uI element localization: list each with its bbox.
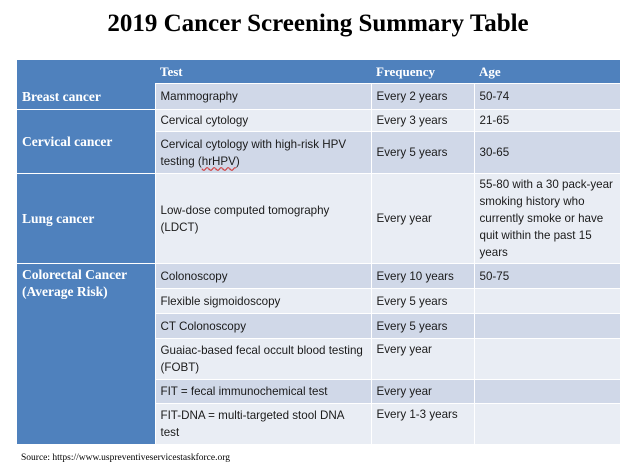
age-cell bbox=[473, 313, 621, 339]
source-note: Source: https://www.uspreventiveservices… bbox=[21, 453, 230, 463]
test-text: Cervical cytology with high-risk HPV tes… bbox=[160, 137, 347, 168]
test-cell: Guaiac-based fecal occult blood testing … bbox=[154, 338, 372, 380]
table-header-row: Test Frequency Age bbox=[17, 60, 620, 84]
age-cell: 30-65 bbox=[473, 131, 621, 174]
category-cervical-cancer: Cervical cancer bbox=[17, 109, 155, 174]
frequency-cell: Every 3 years bbox=[370, 109, 475, 132]
age-cell: 21-65 bbox=[473, 109, 621, 132]
age-cell bbox=[473, 403, 621, 445]
age-cell: 50-74 bbox=[473, 83, 621, 110]
table-row: Breast cancer Mammography Every 2 years … bbox=[17, 83, 621, 110]
frequency-cell: Every 5 years bbox=[370, 131, 475, 174]
age-cell bbox=[473, 338, 621, 380]
age-cell bbox=[473, 379, 621, 404]
table-row: FIT-DNA = multi-targeted stool DNA test … bbox=[17, 403, 621, 445]
age-cell: 50-75 bbox=[473, 263, 621, 289]
frequency-cell: Every 1-3 years bbox=[370, 403, 475, 445]
table-row: FIT = fecal immunochemical test Every ye… bbox=[17, 379, 621, 404]
frequency-cell: Every year bbox=[370, 338, 475, 380]
frequency-cell: Every 5 years bbox=[370, 313, 475, 339]
table-row: Colorectal Cancer (Average Risk) Colonos… bbox=[17, 263, 621, 445]
frequency-cell: Every 5 years bbox=[370, 288, 475, 314]
frequency-cell: Every 2 years bbox=[370, 83, 475, 110]
test-cell: FIT = fecal immunochemical test bbox=[154, 379, 372, 404]
frequency-cell: Every year bbox=[370, 379, 475, 404]
test-cell: Cervical cytology bbox=[154, 109, 372, 132]
test-cell: Colonoscopy bbox=[154, 263, 372, 289]
test-cell: Cervical cytology with high-risk HPV tes… bbox=[154, 131, 372, 174]
category-breast-cancer: Breast cancer bbox=[17, 83, 155, 110]
test-cell: CT Colonoscopy bbox=[154, 313, 372, 339]
table-row: Cervical cancer Cervical cytology Every … bbox=[17, 109, 621, 174]
table-row: Flexible sigmoidoscopy Every 5 years bbox=[17, 288, 621, 314]
category-lung-cancer: Lung cancer bbox=[17, 173, 155, 264]
header-test: Test bbox=[155, 60, 371, 84]
table-row: Cervical cytology with high-risk HPV tes… bbox=[17, 131, 621, 174]
test-cell: FIT-DNA = multi-targeted stool DNA test bbox=[154, 403, 372, 445]
header-category bbox=[17, 60, 155, 84]
screening-table: Test Frequency Age Breast cancer Mammogr… bbox=[17, 60, 621, 445]
spellcheck-flagged-word: hrHPV bbox=[201, 154, 236, 168]
table-row: Guaiac-based fecal occult blood testing … bbox=[17, 338, 621, 380]
frequency-cell: Every 10 years bbox=[370, 263, 475, 289]
test-cell: Low-dose computed tomography (LDCT) bbox=[154, 173, 372, 264]
frequency-cell: Every year bbox=[370, 173, 475, 264]
age-cell: 55-80 with a 30 pack-year smoking histor… bbox=[473, 173, 621, 264]
page-title: 2019 Cancer Screening Summary Table bbox=[107, 10, 529, 37]
test-cell: Mammography bbox=[154, 83, 372, 110]
category-colorectal-cancer: Colorectal Cancer (Average Risk) bbox=[17, 263, 155, 445]
test-text-suffix: ) bbox=[235, 154, 240, 168]
age-cell bbox=[473, 288, 621, 314]
table-row: CT Colonoscopy Every 5 years bbox=[17, 313, 621, 339]
header-age: Age bbox=[474, 60, 620, 84]
test-cell: Flexible sigmoidoscopy bbox=[154, 288, 372, 314]
table-row: Lung cancer Low-dose computed tomography… bbox=[17, 173, 621, 264]
header-frequency: Frequency bbox=[371, 60, 474, 84]
